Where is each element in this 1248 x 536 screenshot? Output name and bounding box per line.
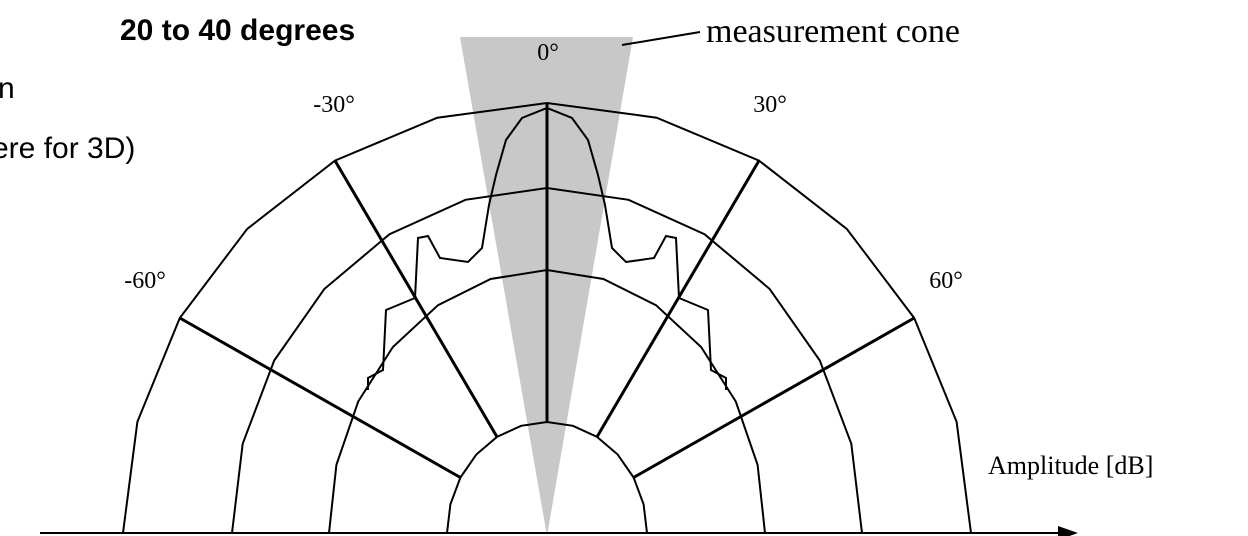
grid-spoke [632,316,915,479]
grid-spoke [179,316,462,479]
angle-label: 60° [929,268,963,294]
angle-label: -60° [124,268,166,294]
angle-label: 0° [537,40,559,66]
title: 20 to 40 degrees [120,14,355,47]
text-line: n [0,72,15,105]
radiation-pattern [367,106,727,390]
cone-label: measurement cone [706,13,960,50]
axis-label: Amplitude [dB] [988,451,1153,480]
angle-label: 30° [753,92,787,118]
text-line: ere for 3D) [0,132,135,165]
axis-arrowhead [1058,526,1078,536]
grid-spoke [333,159,499,438]
cone-pointer [621,31,701,46]
grid-spoke [595,159,761,438]
polar-grid [122,101,972,534]
angle-label: -30° [313,92,355,118]
